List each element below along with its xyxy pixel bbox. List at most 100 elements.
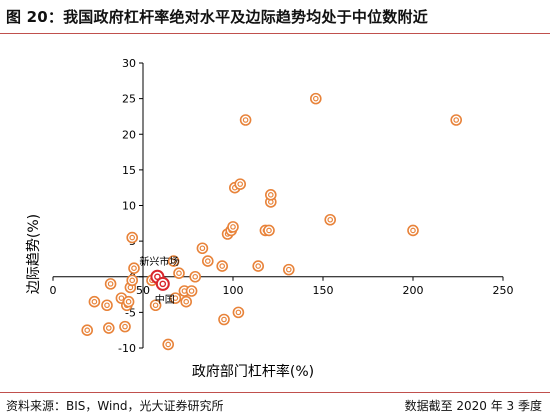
scatter-point [309, 92, 322, 105]
scatter-point [196, 242, 209, 255]
point-outer-ring [263, 224, 275, 237]
point-inner-ring [122, 323, 128, 330]
scatter-point [450, 114, 463, 126]
scatter-point [216, 260, 228, 272]
point-outer-ring [196, 242, 209, 255]
point-inner-ring [312, 95, 319, 102]
footer-divider [0, 392, 550, 393]
point-outer-ring [81, 324, 93, 336]
scatter-point [252, 260, 265, 272]
scatter-point [128, 262, 140, 274]
y-tick-label: -10 [118, 342, 136, 355]
point-outer-ring [324, 213, 337, 226]
scatter-point [103, 322, 115, 334]
point-inner-ring [91, 298, 98, 305]
y-axis-label: 边际趋势(%) [26, 214, 42, 294]
point-inner-ring [104, 302, 110, 309]
point-outer-ring [264, 189, 277, 201]
scatter-point [227, 221, 239, 233]
point-inner-ring [118, 295, 125, 301]
point-inner-ring [285, 266, 292, 273]
scatter-point [88, 295, 101, 308]
point-inner-ring [107, 281, 114, 287]
header-divider [0, 33, 550, 34]
point-inner-ring [219, 263, 226, 269]
point-outer-ring [216, 260, 228, 272]
point-inner-ring [192, 273, 199, 280]
x-tick-label: 0 [50, 284, 57, 297]
y-tick-label: 30 [122, 57, 136, 70]
scatter-point [189, 270, 201, 283]
scatter-point [162, 338, 174, 351]
point-inner-ring [230, 224, 236, 230]
point-inner-ring [106, 325, 112, 331]
annotation-label: 中国 [155, 293, 175, 306]
point-outer-ring [218, 313, 230, 326]
point-outer-ring [189, 270, 201, 283]
point-inner-ring [221, 316, 227, 323]
point-inner-ring [152, 302, 159, 309]
point-outer-ring [450, 114, 463, 126]
point-outer-ring [234, 178, 246, 190]
point-outer-ring [309, 92, 322, 105]
scatter-point [104, 278, 117, 290]
scatter-point [180, 295, 192, 308]
point-inner-ring [84, 327, 91, 333]
point-inner-ring [242, 117, 249, 123]
point-inner-ring [205, 258, 211, 264]
point-outer-ring [185, 285, 198, 297]
x-tick-label: 200 [403, 284, 424, 297]
point-outer-ring [103, 322, 115, 334]
highlight-point [155, 276, 170, 291]
point-inner-ring [199, 245, 206, 252]
point-outer-ring [149, 299, 162, 312]
point-outer-ring [227, 221, 239, 233]
scatter-point [185, 285, 198, 297]
point-outer-ring [169, 292, 182, 304]
point-inner-ring [176, 270, 182, 276]
highlight-inner-ring [159, 280, 167, 288]
point-inner-ring [327, 216, 334, 223]
scatter-point [263, 224, 275, 237]
point-outer-ring [126, 231, 138, 244]
highlight-inner-ring [154, 273, 161, 281]
annotation-label: 新兴市场 [139, 255, 179, 268]
x-axis-label: 政府部门杠杆率(%) [192, 363, 314, 380]
y-tick-label: 10 [122, 200, 136, 213]
point-inner-ring [172, 295, 179, 301]
point-inner-ring [266, 227, 272, 234]
scatter-point [122, 295, 135, 308]
point-inner-ring [129, 234, 136, 241]
scatter-point [81, 324, 93, 336]
point-inner-ring [237, 181, 244, 187]
point-inner-ring [129, 277, 136, 284]
point-inner-ring [131, 265, 137, 272]
scatter-point [149, 299, 162, 312]
scatter-point [126, 274, 138, 287]
y-tick-label: 15 [122, 164, 136, 177]
point-outer-ring [202, 255, 214, 267]
scatter-point [239, 114, 252, 126]
point-outer-ring [126, 274, 138, 287]
point-inner-ring [170, 258, 177, 264]
point-outer-ring [101, 299, 113, 312]
point-outer-ring [128, 262, 140, 274]
point-inner-ring [255, 263, 262, 269]
point-outer-ring [88, 295, 101, 308]
point-inner-ring [410, 227, 416, 234]
scatter-point [202, 255, 214, 267]
x-tick-label: 250 [493, 284, 514, 297]
scatter-point [264, 189, 277, 201]
point-inner-ring [453, 117, 460, 123]
x-tick-label: 50 [136, 284, 150, 297]
scatter-point [234, 178, 246, 190]
point-outer-ring [167, 255, 180, 267]
scatter-point [218, 313, 230, 326]
point-outer-ring [252, 260, 265, 272]
point-outer-ring [407, 224, 419, 237]
point-outer-ring [239, 114, 252, 126]
data-date-note: 数据截至 2020 年 3 季度 [404, 399, 542, 413]
